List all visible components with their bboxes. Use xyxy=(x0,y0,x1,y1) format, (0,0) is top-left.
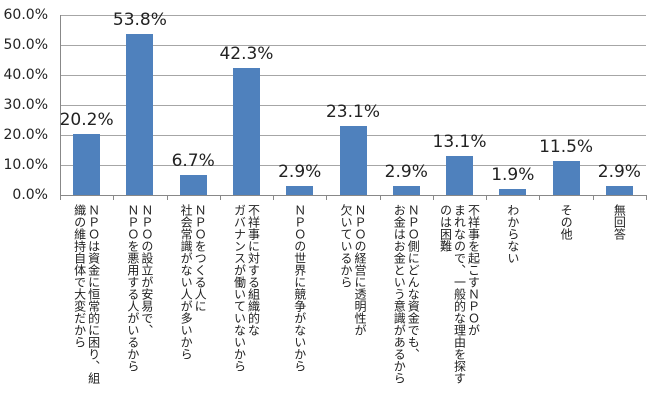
x-category-label: ＮＰＯ側にどんな資金でも、 お金はお金という意識があるから xyxy=(392,204,421,384)
x-tick xyxy=(60,195,61,200)
x-tick xyxy=(166,195,168,200)
data-label: 42.3% xyxy=(219,44,274,65)
y-axis xyxy=(60,15,61,196)
bar xyxy=(73,134,101,195)
gridline xyxy=(60,105,646,106)
y-tick-label: 40.0% xyxy=(3,67,48,83)
x-category-label: ＮＰＯの設立が安易で、 ＮＰＯを悪用する人がいるから xyxy=(125,204,154,372)
x-tick xyxy=(539,195,541,200)
x-axis xyxy=(60,195,646,196)
x-tick xyxy=(379,195,381,200)
bar xyxy=(286,186,314,195)
data-label: 53.8% xyxy=(112,9,167,30)
gridline xyxy=(60,45,646,46)
x-tick xyxy=(113,195,115,200)
x-category-label: ＮＰＯをつくる人に 社会常識がない人が多いから xyxy=(179,204,208,360)
x-tick xyxy=(273,195,275,200)
data-label: 23.1% xyxy=(325,101,380,122)
bar xyxy=(339,125,367,195)
y-tick-label: 60.0% xyxy=(3,7,48,23)
data-label: 1.9% xyxy=(491,165,535,186)
y-tick-label: 10.0% xyxy=(3,157,48,173)
data-label: 11.5% xyxy=(539,136,594,157)
bar xyxy=(552,160,580,195)
x-category-label: わからない xyxy=(505,204,520,264)
x-tick xyxy=(486,195,488,200)
data-label: 2.9% xyxy=(597,162,641,183)
data-label: 2.9% xyxy=(384,162,428,183)
x-category-label: その他 xyxy=(559,204,574,240)
bar xyxy=(446,155,474,195)
x-tick xyxy=(326,195,328,200)
y-tick-label: 30.0% xyxy=(3,97,48,113)
x-category-label: ＮＰＯは資金に恒常的に困り、組 織の維持自体で大変だから xyxy=(72,204,101,384)
x-tick xyxy=(432,195,434,200)
data-label: 6.7% xyxy=(171,150,215,171)
bar xyxy=(605,186,633,195)
x-category-label: ＮＰＯの経営に透明性が 欠いているから xyxy=(339,204,367,336)
bar xyxy=(126,33,154,195)
x-category-label: 無回答 xyxy=(612,204,627,240)
bar xyxy=(392,186,420,195)
y-tick-label: 50.0% xyxy=(3,37,48,53)
data-label: 2.9% xyxy=(278,162,322,183)
y-tick-label: 0.0% xyxy=(12,187,48,203)
gridline xyxy=(60,75,646,76)
y-tick-label: 20.0% xyxy=(3,127,48,143)
x-tick xyxy=(646,195,647,200)
gridline xyxy=(60,15,646,16)
bar xyxy=(499,189,527,195)
x-tick xyxy=(592,195,594,200)
x-category-label: 不祥事を起こすＮＰＯが まれなので、一般的な理由を探す のは困難 xyxy=(438,204,481,384)
data-label: 13.1% xyxy=(432,131,487,152)
bar xyxy=(232,68,260,195)
bar xyxy=(179,174,207,195)
x-category-label: ＮＰＯの世界に競争がないから xyxy=(292,204,307,372)
x-tick xyxy=(219,195,221,200)
x-category-label: 不祥事に対する組織的な ガバナンスが働いていないから xyxy=(232,204,261,372)
data-label: 20.2% xyxy=(59,110,114,131)
